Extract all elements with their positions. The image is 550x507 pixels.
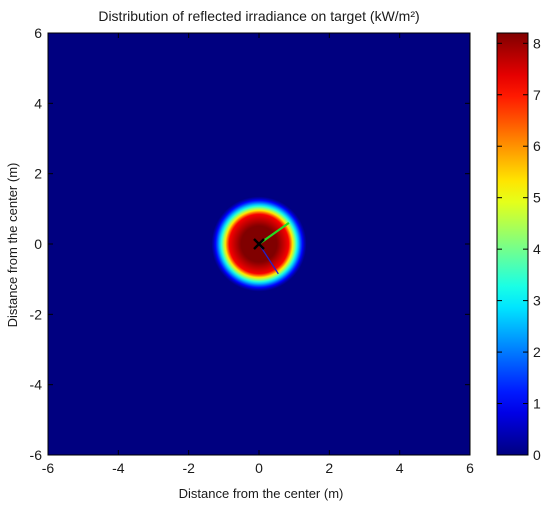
colorbar-tick-label: 8 (533, 35, 541, 51)
blue-vector (258, 243, 279, 275)
x-tick-label: 0 (255, 460, 263, 476)
colorbar-tick-label: 4 (533, 241, 541, 257)
plot-area (47, 32, 471, 456)
x-tick-label: -6 (42, 460, 55, 476)
y-tick-label: -4 (30, 377, 43, 393)
x-tick-label: 6 (466, 460, 474, 476)
colorbar: 0 1 2 3 4 5 6 7 8 (496, 32, 541, 463)
center-marker-stroke (253, 238, 265, 250)
colorbar-tick-label: 5 (533, 190, 541, 206)
colorbar-tick-label: 2 (533, 344, 541, 360)
x-tick-label: 2 (325, 460, 333, 476)
colorbar-tick-label: 7 (533, 87, 541, 103)
y-tick-label: 4 (34, 95, 42, 111)
chart-title: Distribution of reflected irradiance on … (98, 8, 419, 24)
x-tick-label: -2 (182, 460, 195, 476)
y-axis-ticks: -6 -4 -2 0 2 4 6 (30, 25, 470, 463)
y-tick-label: 2 (34, 166, 42, 182)
colorbar-gradient (496, 32, 529, 456)
y-tick-label: 0 (34, 236, 42, 252)
colorbar-tick-label: 6 (533, 138, 541, 154)
colorbar-tick-label: 3 (533, 293, 541, 309)
x-tick-label: 4 (396, 460, 404, 476)
y-tick-label: -6 (30, 447, 43, 463)
center-x-marker (253, 238, 265, 250)
colorbar-tick-label: 0 (533, 447, 541, 463)
x-tick-label: -4 (112, 460, 125, 476)
y-tick-label: -2 (30, 306, 43, 322)
y-tick-label: 6 (34, 25, 42, 41)
x-axis-label: Distance from the center (m) (179, 486, 344, 501)
colorbar-tick-label: 1 (533, 396, 541, 412)
x-axis-ticks: -6 -4 -2 0 2 4 6 (42, 33, 474, 476)
colorbar-ticks: 0 1 2 3 4 5 6 7 8 (497, 35, 541, 463)
y-axis-label: Distance from the center (m) (5, 163, 20, 328)
